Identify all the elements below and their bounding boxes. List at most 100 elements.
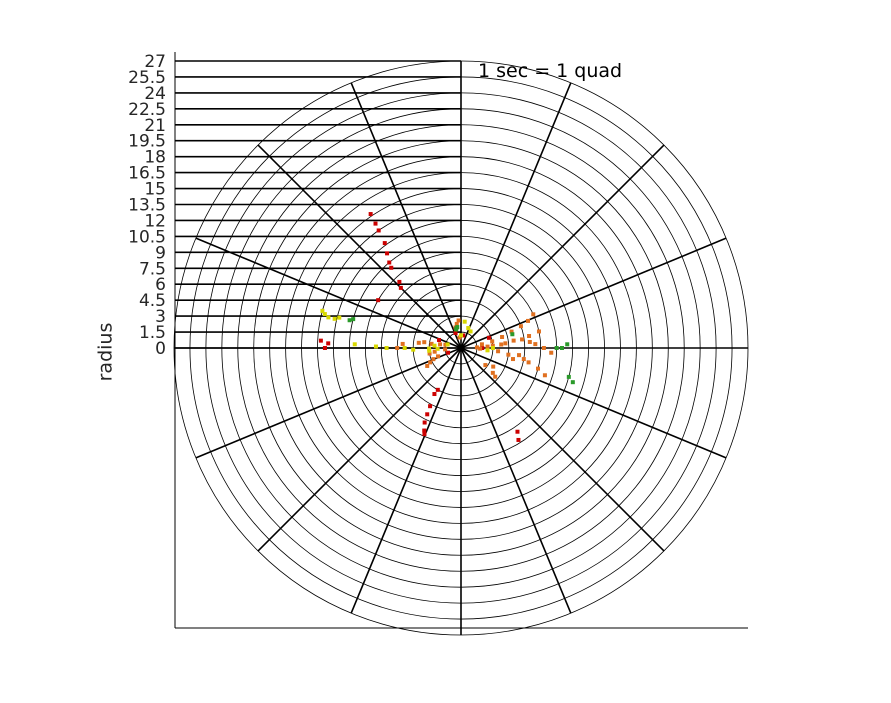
r-tick-label-1: 1.5: [139, 323, 166, 343]
r-tick-label-10: 15: [144, 180, 166, 200]
point-red-20: [516, 437, 521, 442]
point-red-21: [515, 429, 520, 434]
point-yellow-12: [445, 342, 450, 347]
point-orange-50: [541, 346, 546, 350]
point-orange-17: [457, 335, 462, 340]
r-tick-label-5: 7.5: [139, 259, 166, 279]
point-orange-32: [510, 357, 515, 362]
point-red-18: [422, 428, 427, 433]
point-orange-45: [500, 334, 505, 339]
point-green-7: [554, 346, 559, 350]
point-yellow-7: [402, 346, 407, 350]
spoke-2: [460, 144, 665, 349]
point-orange-48: [527, 339, 532, 344]
scale-annotation: 1 sec = 1 quad: [478, 60, 622, 82]
point-orange-22: [503, 341, 508, 346]
point-red-5: [387, 260, 392, 265]
point-red-1: [373, 221, 378, 226]
radius-tick-labels: 01.534.567.5910.51213.51516.51819.52122.…: [128, 52, 166, 359]
point-orange-40: [483, 363, 488, 368]
point-orange-46: [490, 339, 495, 344]
point-yellow-11: [432, 343, 437, 348]
point-orange-30: [536, 366, 541, 371]
point-orange-29: [526, 360, 531, 365]
point-yellow-9: [411, 347, 416, 352]
point-red-7: [397, 279, 402, 284]
spoke-15: [460, 347, 727, 459]
spoke-10: [257, 347, 462, 552]
r-tick-label-8: 12: [144, 211, 166, 231]
point-orange-26: [474, 345, 479, 350]
point-red-9: [376, 298, 381, 303]
point-yellow-2: [326, 315, 331, 320]
spoke-3: [460, 82, 572, 349]
point-orange-38: [493, 374, 498, 379]
point-orange-18: [536, 329, 541, 334]
point-orange-6: [443, 342, 448, 347]
point-orange-31: [542, 373, 547, 378]
point-orange-25: [485, 344, 490, 349]
point-yellow-6: [373, 344, 378, 349]
point-orange-4: [429, 341, 434, 346]
point-orange-9: [428, 360, 433, 365]
point-orange-13: [443, 347, 448, 352]
point-orange-43: [518, 324, 523, 329]
point-orange-15: [454, 321, 459, 326]
point-red-13: [432, 392, 437, 397]
point-red-12: [322, 346, 327, 350]
point-orange-12: [432, 349, 437, 354]
r-tick-label-9: 13.5: [128, 196, 166, 216]
point-yellow-15: [462, 319, 467, 324]
point-orange-3: [422, 340, 427, 345]
r-tick-label-14: 21: [144, 116, 166, 136]
point-orange-27: [517, 353, 522, 358]
point-red-2: [376, 228, 381, 233]
spoke-6: [257, 144, 462, 349]
point-orange-7: [436, 354, 441, 359]
r-tick-label-12: 18: [144, 148, 166, 168]
point-yellow-18: [435, 346, 440, 351]
point-red-23: [486, 335, 491, 340]
spoke-14: [460, 347, 665, 552]
r-tick-label-7: 10.5: [128, 227, 166, 247]
point-yellow-4: [337, 315, 342, 320]
point-yellow-10: [427, 346, 432, 351]
point-orange-34: [496, 349, 501, 354]
point-green-10: [510, 332, 515, 337]
point-orange-42: [526, 318, 531, 323]
point-yellow-5: [352, 342, 357, 347]
point-orange-49: [533, 342, 538, 347]
point-red-6: [389, 265, 394, 270]
point-yellow-8: [384, 346, 389, 350]
point-green-4: [455, 325, 460, 330]
point-yellow-3: [332, 316, 337, 321]
r-tick-label-13: 19.5: [128, 132, 166, 152]
spoke-11: [350, 347, 462, 614]
r-tick-label-17: 25.5: [128, 68, 166, 88]
point-orange-2: [416, 340, 421, 345]
y-axis-label: radius: [95, 323, 117, 382]
point-green-6: [559, 346, 564, 350]
point-orange-0: [395, 346, 400, 350]
point-red-27: [446, 350, 451, 355]
point-orange-21: [511, 338, 516, 343]
point-orange-44: [509, 329, 514, 334]
angular-spokes: [174, 61, 748, 635]
r-tick-label-15: 22.5: [128, 100, 166, 120]
r-tick-label-11: 16.5: [128, 164, 166, 184]
point-yellow-20: [485, 348, 490, 353]
point-orange-39: [490, 370, 495, 375]
spoke-1: [460, 237, 727, 349]
point-red-14: [435, 387, 440, 392]
point-orange-33: [506, 352, 511, 357]
point-red-19: [422, 432, 427, 437]
point-orange-5: [438, 342, 443, 347]
point-orange-47: [479, 342, 484, 347]
point-orange-11: [427, 351, 432, 356]
point-red-24: [461, 333, 466, 338]
r-tick-label-3: 4.5: [139, 291, 166, 311]
point-yellow-19: [490, 346, 495, 350]
point-orange-36: [478, 346, 483, 351]
point-yellow-14: [466, 326, 471, 331]
point-yellow-0: [320, 308, 325, 313]
